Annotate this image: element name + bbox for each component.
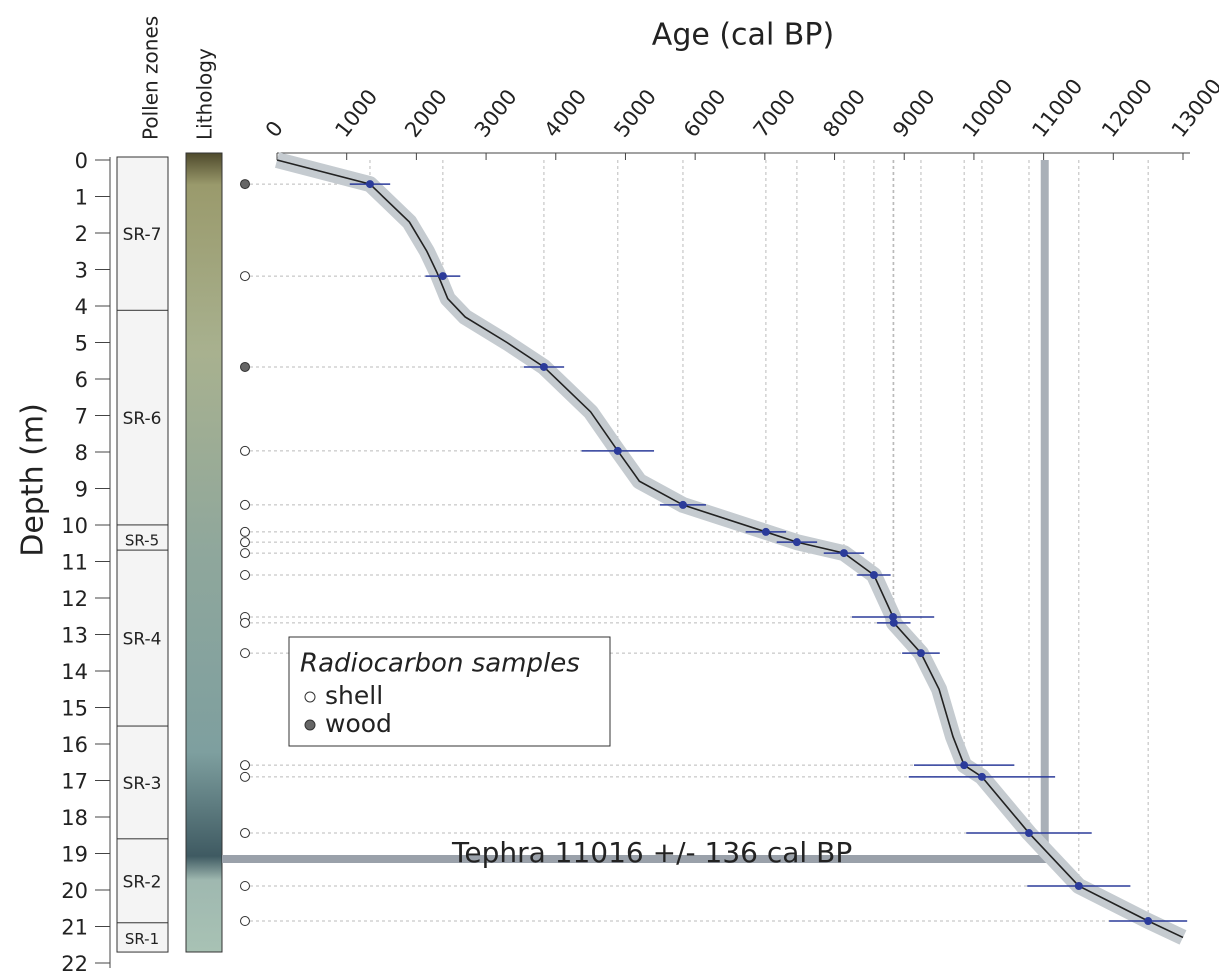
y-tick-label: 17 [61,770,88,794]
sample-material [240,916,250,927]
sample-material [240,617,250,628]
x-tick-label: 5000 [609,85,661,142]
y-tick-label: 15 [61,697,88,721]
zones-header: Pollen zones [139,16,163,140]
y-tick-label: 8 [75,441,88,465]
sample-point [916,649,925,658]
y-tick-label: 18 [61,806,88,830]
sample-material [240,570,250,581]
sample-point [839,549,848,558]
lithology-column [185,152,223,953]
y-tick-label: 13 [61,624,88,648]
y-tick-label: 0 [75,149,88,173]
sample-point [678,500,687,509]
sample-material [240,548,250,559]
lithology-header: Lithology [193,48,217,140]
pollen-zone [116,838,169,927]
sample-point [977,772,986,781]
sample-point [889,612,898,621]
x-tick-label: 8000 [818,85,870,142]
y-tick-label: 20 [61,879,88,903]
pollen-zone [116,524,169,554]
x-axis-title: Age (cal BP) [652,18,834,53]
zone-label: SR-3 [123,774,162,794]
sample-material [240,880,250,891]
x-tick-label: 2000 [400,85,452,142]
y-tick-label: 5 [75,332,88,356]
y-tick-label: 22 [61,952,88,973]
sample-point [869,571,878,580]
legend-label: wood [325,709,392,738]
y-tick-label: 19 [61,843,88,867]
sample-material [240,271,250,282]
sample-point [539,362,548,371]
pollen-zone [116,156,169,314]
sample-point [1024,829,1033,838]
legend-marker [304,691,316,703]
y-tick-label: 11 [61,551,88,575]
x-tick-label: 13000 [1167,74,1219,141]
zone-label: SR-6 [123,409,162,429]
sample-point [613,446,622,455]
y-tick-label: 7 [75,405,88,429]
sample-point [365,180,374,189]
model-line [276,159,1184,939]
x-tick-label: 9000 [888,85,940,142]
pollen-zone [116,725,169,843]
sample-material [240,445,250,456]
sample-material [240,361,250,372]
legend-label: shell [325,681,383,710]
y-tick-label: 9 [75,478,88,502]
sample-material [240,499,250,510]
sample-point [1144,917,1153,926]
sample-material [240,648,250,659]
x-tick-label: 10000 [958,74,1018,141]
sample-material [240,760,250,771]
y-tick-label: 16 [61,733,88,757]
sample-material [240,771,250,782]
tephra-label: Tephra 11016 +/- 136 cal BP [451,836,852,869]
y-tick-label: 12 [61,587,88,611]
y-tick-label: 3 [75,259,88,283]
zone-label: SR-1 [125,930,159,948]
y-tick-label: 1 [75,186,88,210]
zone-label: SR-2 [123,872,162,892]
x-tick-label: 7000 [749,85,801,142]
x-tick-label: 4000 [540,85,592,142]
legend-marker [304,719,316,731]
x-tick-label: 11000 [1027,74,1087,141]
x-tick-label: 12000 [1097,74,1157,141]
sample-point [889,618,898,627]
y-tick-label: 10 [61,514,88,538]
pollen-zone [116,309,169,529]
sample-material [240,537,250,548]
legend-box [288,636,611,747]
y-tick-label: 14 [61,660,88,684]
sample-point [960,761,969,770]
sample-material [240,526,250,537]
sample-point [438,272,447,281]
zone-label: SR-4 [123,630,162,650]
y-tick-label: 21 [61,916,88,940]
x-tick-label: 6000 [679,85,731,142]
y-tick-label: 2 [75,222,88,246]
y-tick-label: 4 [75,295,88,319]
sample-material [240,828,250,839]
x-tick-label: 1000 [330,85,382,142]
legend-title: Radiocarbon samples [300,649,580,679]
pollen-zone [116,549,169,730]
pollen-zone [116,922,169,953]
sample-point [1074,881,1083,890]
zone-label: SR-5 [125,532,159,550]
sample-point [792,538,801,547]
y-axis-title: Depth (m) [16,403,51,557]
zone-label: SR-7 [123,225,162,245]
sample-point [761,527,770,536]
sample-material [240,179,250,190]
y-tick-label: 6 [75,368,88,392]
x-tick-label: 0 [261,116,288,141]
x-tick-label: 3000 [470,85,522,142]
